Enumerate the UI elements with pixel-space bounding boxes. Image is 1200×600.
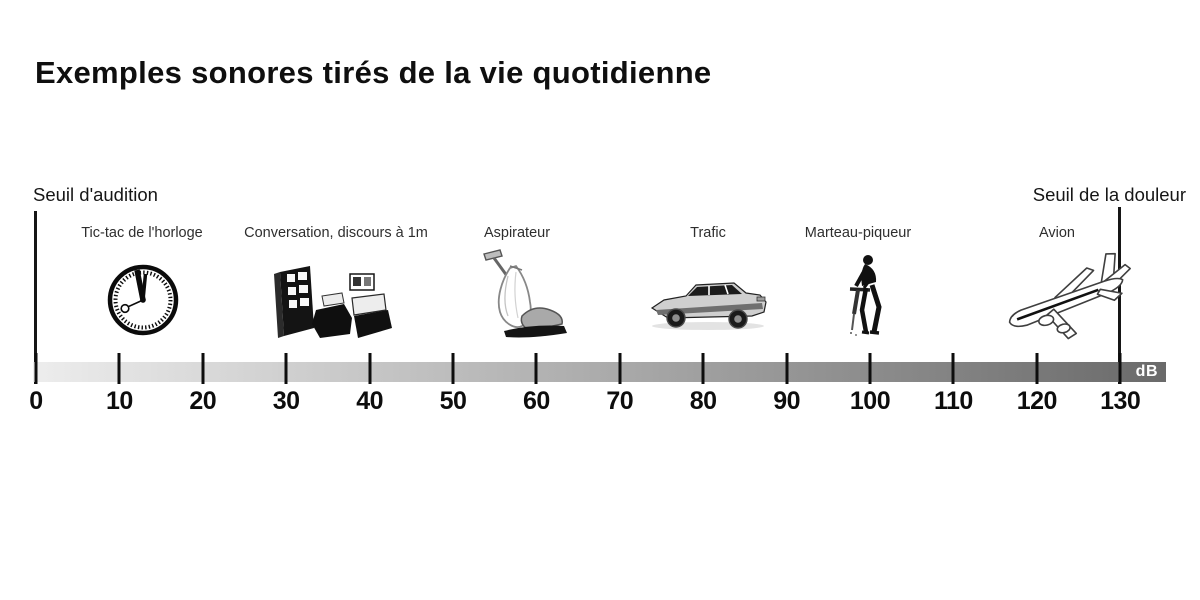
scale-tick xyxy=(1035,353,1039,384)
scale-tick-label: 110 xyxy=(933,387,973,415)
scale-tick xyxy=(701,353,705,384)
item-label-jackhammer: Marteau-piqueur xyxy=(804,225,912,241)
scale-tick xyxy=(117,353,121,384)
scale-tick-label: 10 xyxy=(105,387,133,415)
jackhammer-icon xyxy=(849,255,882,336)
scale-tick-label: 120 xyxy=(1016,387,1058,415)
scale-tick xyxy=(618,353,622,384)
scale-tick xyxy=(451,353,455,384)
scale-tick xyxy=(284,353,288,384)
scale-tick-label: 50 xyxy=(439,387,467,415)
scale-tick-label: 60 xyxy=(522,387,550,415)
scale-tick xyxy=(201,353,205,384)
item-label-vacuum: Aspirateur xyxy=(483,225,551,241)
scale-tick-label: 40 xyxy=(356,387,383,415)
hearing-threshold-label: Seuil d'audition xyxy=(33,184,158,205)
conversation-icon xyxy=(274,266,392,338)
unit-label: dB xyxy=(1135,363,1158,380)
scale-tick xyxy=(1118,353,1122,384)
scale-tick xyxy=(368,353,372,384)
item-label-plane: Avion xyxy=(1038,225,1076,241)
item-label-clock: Tic-tac de l'horloge xyxy=(81,225,203,241)
item-label-traffic: Trafic xyxy=(690,225,726,241)
pain-threshold-label: Seuil de la douleur xyxy=(1032,184,1186,205)
scale-tick-label: 90 xyxy=(773,387,800,415)
scale-tick xyxy=(951,353,955,384)
scale-tick-label: 70 xyxy=(606,387,634,415)
clock-icon xyxy=(107,264,179,336)
scale-tick-label: 20 xyxy=(189,387,217,415)
scale-tick-label: 80 xyxy=(689,387,717,415)
scale-tick-label: 30 xyxy=(272,387,300,415)
scale-tick-label: 100 xyxy=(849,387,891,415)
scale-tick xyxy=(34,353,38,384)
vacuum-icon xyxy=(483,249,567,338)
decibel-scale-bar: dB xyxy=(33,362,1166,382)
scale-tick-label: 130 xyxy=(1100,387,1141,415)
hearing-threshold-line xyxy=(34,211,37,384)
car-icon xyxy=(650,282,767,330)
item-label-conversation: Conversation, discours à 1m xyxy=(244,225,428,241)
page-title: Exemples sonores tirés de la vie quotidi… xyxy=(35,55,712,90)
scale-tick-label: 0 xyxy=(29,387,43,415)
airplane-icon xyxy=(1008,252,1131,340)
scale-tick xyxy=(534,353,538,384)
scale-tick xyxy=(785,353,789,384)
scale-tick xyxy=(868,353,872,384)
